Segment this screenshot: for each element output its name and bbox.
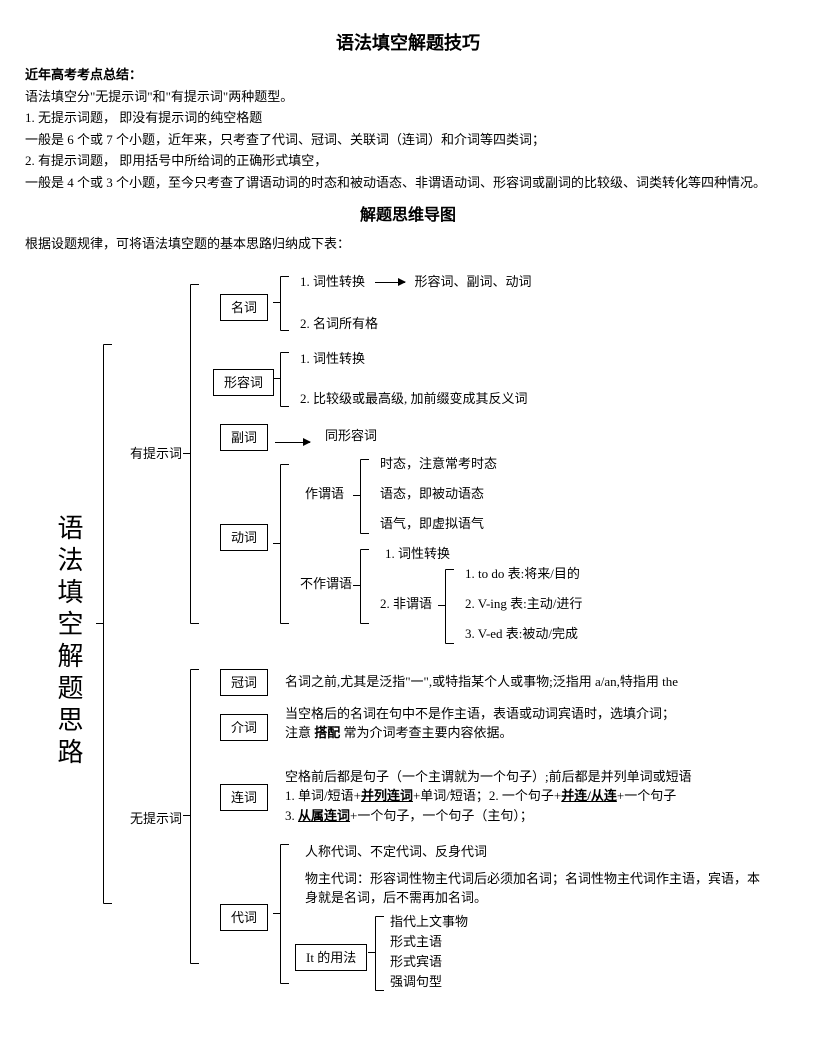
verb-pred-1: 时态，注意常考时态 xyxy=(380,454,497,474)
intro-line: 1. 无提示词题， 即没有提示词的纯空格题 xyxy=(25,108,791,128)
intro-line: 语法填空分"无提示词"和"有提示词"两种题型。 xyxy=(25,87,791,107)
verb-np-2a: 1. to do 表:将来/目的 xyxy=(465,564,580,584)
root-label: 语法填空解题思路 xyxy=(55,514,81,770)
verb-np-2b: 2. V-ing 表:主动/进行 xyxy=(465,594,582,614)
pron-2: 物主代词：形容词性物主代词后必须加名词；名词性物主代词作主语，宾语，本身就是名词… xyxy=(305,869,765,908)
summary-heading: 近年高考考点总结： xyxy=(25,65,791,85)
conj-subord: 从属连词 xyxy=(298,808,350,823)
pron-1: 人称代词、不定代词、反身代词 xyxy=(305,842,487,862)
conj-coord-sub: 并连/从连 xyxy=(561,788,617,803)
node-pronoun: 代词 xyxy=(220,904,268,932)
verb-predicate: 作谓语 xyxy=(305,484,344,504)
prep-collocation: 搭配 xyxy=(314,725,340,740)
verb-pred-3: 语气，即虚拟语气 xyxy=(380,514,484,534)
noun-item-2: 2. 名词所有格 xyxy=(300,314,378,334)
verb-pred-2: 语态，即被动语态 xyxy=(380,484,484,504)
conj-3a: 3. xyxy=(285,808,298,823)
branch-no-hint: 无提示词 xyxy=(130,809,182,829)
node-preposition: 介词 xyxy=(220,714,268,742)
node-verb: 动词 xyxy=(220,524,268,552)
branch-with-hint: 有提示词 xyxy=(130,444,182,464)
verb-nonpredicate: 不作谓语 xyxy=(300,574,352,594)
mindmap-diagram: 语法填空解题思路 有提示词 名词 1. 词性转换 形容词、副词、动词 2. 名词… xyxy=(25,264,791,1004)
prep-line-1: 当空格后的名词在句中不是作主语，表语或动词宾语时，选填介词； xyxy=(285,704,785,724)
conj-2a: 1. 单词/短语+ xyxy=(285,788,361,803)
intro-line: 2. 有提示词题， 即用括号中所给词的正确形式填空， xyxy=(25,151,791,171)
intro-line: 一般是 4 个或 3 个小题，至今只考查了谓语动词的时态和被动语态、非谓语动词、… xyxy=(25,173,791,193)
adj-item-1: 1. 词性转换 xyxy=(300,349,365,369)
subtitle: 解题思维导图 xyxy=(25,204,791,228)
verb-np-2: 2. 非谓语 xyxy=(380,594,432,614)
intro-line: 一般是 6 个或 7 个小题，近年来，只考查了代词、冠词、关联词（连词）和介词等… xyxy=(25,130,791,150)
node-conjunction: 连词 xyxy=(220,784,268,812)
noun-item-1: 1. 词性转换 xyxy=(300,274,365,289)
conj-2e: +一个句子 xyxy=(617,788,676,803)
verb-np-1: 1. 词性转换 xyxy=(385,544,450,564)
node-it-usage: It 的用法 xyxy=(295,944,367,972)
it-3: 形式宾语 xyxy=(390,952,442,972)
node-adv: 副词 xyxy=(220,424,268,452)
verb-np-2c: 3. V-ed 表:被动/完成 xyxy=(465,624,578,644)
arrow-icon xyxy=(275,442,310,443)
intro-block: 近年高考考点总结： 语法填空分"无提示词"和"有提示词"两种题型。 1. 无提示… xyxy=(25,65,791,192)
conj-line-1: 空格前后都是句子（一个主谓就为一个句子）;前后都是并列单词或短语 xyxy=(285,767,795,787)
node-article: 冠词 xyxy=(220,669,268,697)
noun-item-1-result: 形容词、副词、动词 xyxy=(415,274,532,289)
prep-line-2a: 注意 xyxy=(285,725,314,740)
conj-3c: +一个句子，一个句子（主句）； xyxy=(350,808,533,823)
prep-line-2c: 常为介词考查主要内容依据。 xyxy=(340,725,512,740)
it-4: 强调句型 xyxy=(390,972,442,992)
article-text: 名词之前,尤其是泛指"一",或特指某个人或事物;泛指用 a/an,特指用 the xyxy=(285,672,785,692)
adv-result: 同形容词 xyxy=(325,426,377,446)
it-1: 指代上文事物 xyxy=(390,912,468,932)
arrow-icon xyxy=(375,282,405,283)
it-2: 形式主语 xyxy=(390,932,442,952)
conj-coord: 并列连词 xyxy=(361,788,413,803)
conj-2c: +单词/短语；2. 一个句子+ xyxy=(413,788,561,803)
node-adj: 形容词 xyxy=(213,369,274,397)
sub-intro: 根据设题规律，可将语法填空题的基本思路归纳成下表： xyxy=(25,234,791,254)
adj-item-2: 2. 比较级或最高级, 加前缀变成其反义词 xyxy=(300,389,528,409)
page-title: 语法填空解题技巧 xyxy=(25,30,791,57)
node-noun: 名词 xyxy=(220,294,268,322)
